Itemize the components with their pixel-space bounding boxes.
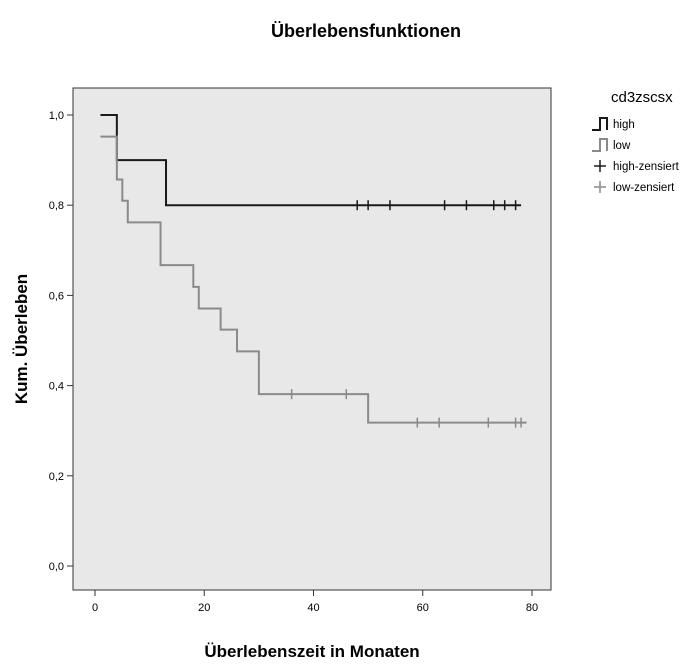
legend-label: low-zensiert xyxy=(613,182,675,194)
legend-label: high xyxy=(613,119,635,131)
x-tick-label: 80 xyxy=(526,602,538,614)
x-axis: 0 20 40 60 80 xyxy=(92,590,538,614)
legend-step-symbol xyxy=(592,117,608,131)
x-tick-label: 60 xyxy=(417,602,429,614)
legend-title: cd3zscsx xyxy=(611,89,673,106)
series-layer xyxy=(100,114,527,428)
y-axis: 0,0 0,2 0,4 0,6 0,8 1,0 xyxy=(49,110,73,573)
chart-title: Überlebensfunktionen xyxy=(271,21,461,41)
y-tick-label: 0,4 xyxy=(49,381,64,393)
x-tick-label: 40 xyxy=(307,602,319,614)
x-tick-label: 0 xyxy=(92,602,98,614)
y-tick-label: 0,8 xyxy=(49,200,64,212)
x-tick-label: 20 xyxy=(198,602,210,614)
km-curve-low xyxy=(100,135,527,424)
legend-step-symbol xyxy=(592,138,608,152)
y-axis-title: Kum. Überleben xyxy=(12,274,31,404)
x-axis-title: Überlebenszeit in Monaten xyxy=(204,642,419,661)
y-tick-label: 0,6 xyxy=(49,290,64,302)
legend-label: low xyxy=(613,140,631,152)
plot-area xyxy=(72,87,552,591)
km-curve-high xyxy=(100,114,522,207)
y-tick-label: 0,2 xyxy=(49,471,64,483)
legend: cd3zscsx high low high-zensiert low-zensier… xyxy=(592,89,680,194)
y-tick-label: 0,0 xyxy=(49,561,64,573)
y-tick-label: 1,0 xyxy=(49,110,64,122)
legend-label: high-zensiert xyxy=(613,161,680,173)
